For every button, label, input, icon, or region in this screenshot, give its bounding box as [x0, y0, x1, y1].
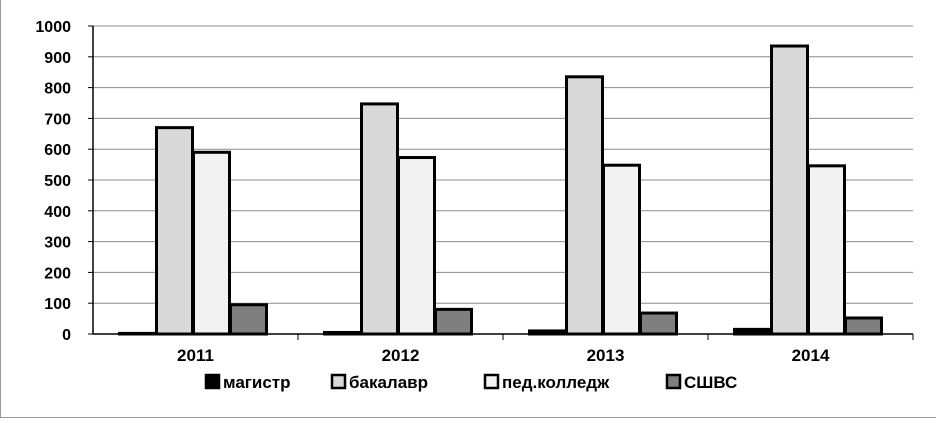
legend: магистр бакалавр пед.колледж СШВС [204, 373, 737, 392]
legend-label-4: СШВС [684, 373, 737, 392]
y-tick-label: 800 [44, 81, 71, 98]
legend-swatch-4 [665, 373, 682, 390]
bar-2-2011 [155, 126, 194, 336]
y-tick-label: 0 [62, 327, 71, 344]
y-tick-label: 100 [44, 296, 71, 313]
x-tick-label: 2012 [382, 346, 420, 365]
y-tick-label: 1000 [35, 19, 71, 36]
axes: 0 100 200 300 400 500 600 700 800 900 1000 2011 2012… [35, 19, 914, 365]
legend-swatch-1 [204, 373, 221, 390]
bar-3-2013 [602, 163, 641, 336]
bar-4-2013 [639, 311, 678, 336]
x-tick-label: 2013 [587, 346, 625, 365]
x-tick-label: 2011 [177, 346, 214, 365]
y-tick-label: 400 [44, 204, 71, 221]
y-tick-label: 500 [44, 173, 71, 190]
bar-2-2012 [360, 102, 399, 336]
x-tick-label: 2014 [792, 346, 830, 365]
bars [118, 44, 883, 336]
legend-label-1: магистр [223, 373, 291, 392]
bar-3-2012 [397, 156, 436, 336]
y-tick-label: 600 [44, 142, 71, 159]
y-tick-label: 200 [44, 265, 71, 282]
bar-3-2014 [807, 164, 846, 336]
bar-4-2012 [434, 307, 473, 336]
bar-4-2011 [229, 303, 268, 336]
bar-2-2013 [565, 75, 604, 336]
y-tick-label: 300 [44, 235, 71, 252]
bar-2-2014 [770, 44, 809, 336]
legend-swatch-2 [330, 373, 347, 390]
legend-label-2: бакалавр [349, 373, 428, 392]
y-tick-label: 700 [44, 111, 71, 128]
legend-label-3: пед.колледж [502, 373, 610, 392]
bar-3-2011 [192, 150, 231, 336]
legend-swatch-3 [483, 373, 500, 390]
bar-4-2014 [844, 316, 883, 336]
y-tick-label: 900 [44, 50, 71, 67]
